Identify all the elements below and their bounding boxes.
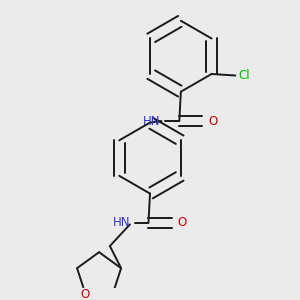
Text: HN: HN xyxy=(112,216,130,230)
Text: O: O xyxy=(177,216,186,230)
Text: HN: HN xyxy=(143,115,161,128)
Text: Cl: Cl xyxy=(238,69,250,82)
Text: O: O xyxy=(208,115,217,128)
Text: O: O xyxy=(81,288,90,300)
